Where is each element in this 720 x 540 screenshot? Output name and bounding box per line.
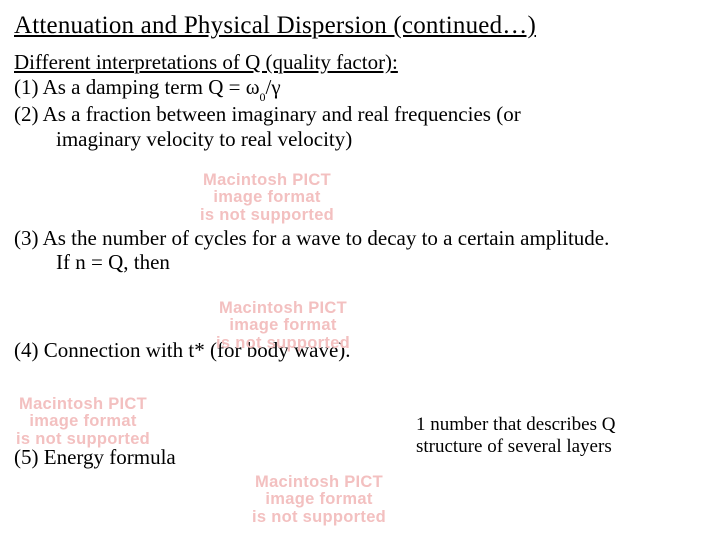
item-2-line1: (2) As a fraction between imaginary and … (14, 102, 706, 127)
pict-placeholder-1: Macintosh PICT image format is not suppo… (200, 172, 334, 224)
item-2-line2: imaginary velocity to real velocity) (14, 127, 706, 152)
item-3-line1: (3) As the number of cycles for a wave t… (14, 226, 706, 251)
note-line-2: structure of several layers (416, 436, 612, 457)
item-1-text: (1) As a damping term Q = (14, 75, 246, 99)
intro-line: Different interpretations of Q (quality … (14, 50, 706, 75)
q-structure-note: 1 number that describes Q structure of s… (416, 414, 615, 458)
pict-placeholder-2: Macintosh PICT image format is not suppo… (216, 300, 350, 352)
slide-title: Attenuation and Physical Dispersion (con… (14, 12, 706, 40)
item-3-line2: If n = Q, then (14, 250, 706, 275)
pict-placeholder-4: Macintosh PICT image format is not suppo… (252, 474, 386, 526)
note-line-1: 1 number that describes Q (416, 414, 615, 435)
omega-subscript: 0 (260, 90, 266, 104)
pict-placeholder-3: Macintosh PICT image format is not suppo… (16, 396, 150, 448)
item-4: (4) Connection with t* (for body wave). (14, 338, 706, 363)
item-1: (1) As a damping term Q = ω0/γ (14, 75, 706, 102)
item-1-tail: /γ (266, 75, 281, 99)
omega-symbol: ω (246, 75, 260, 99)
